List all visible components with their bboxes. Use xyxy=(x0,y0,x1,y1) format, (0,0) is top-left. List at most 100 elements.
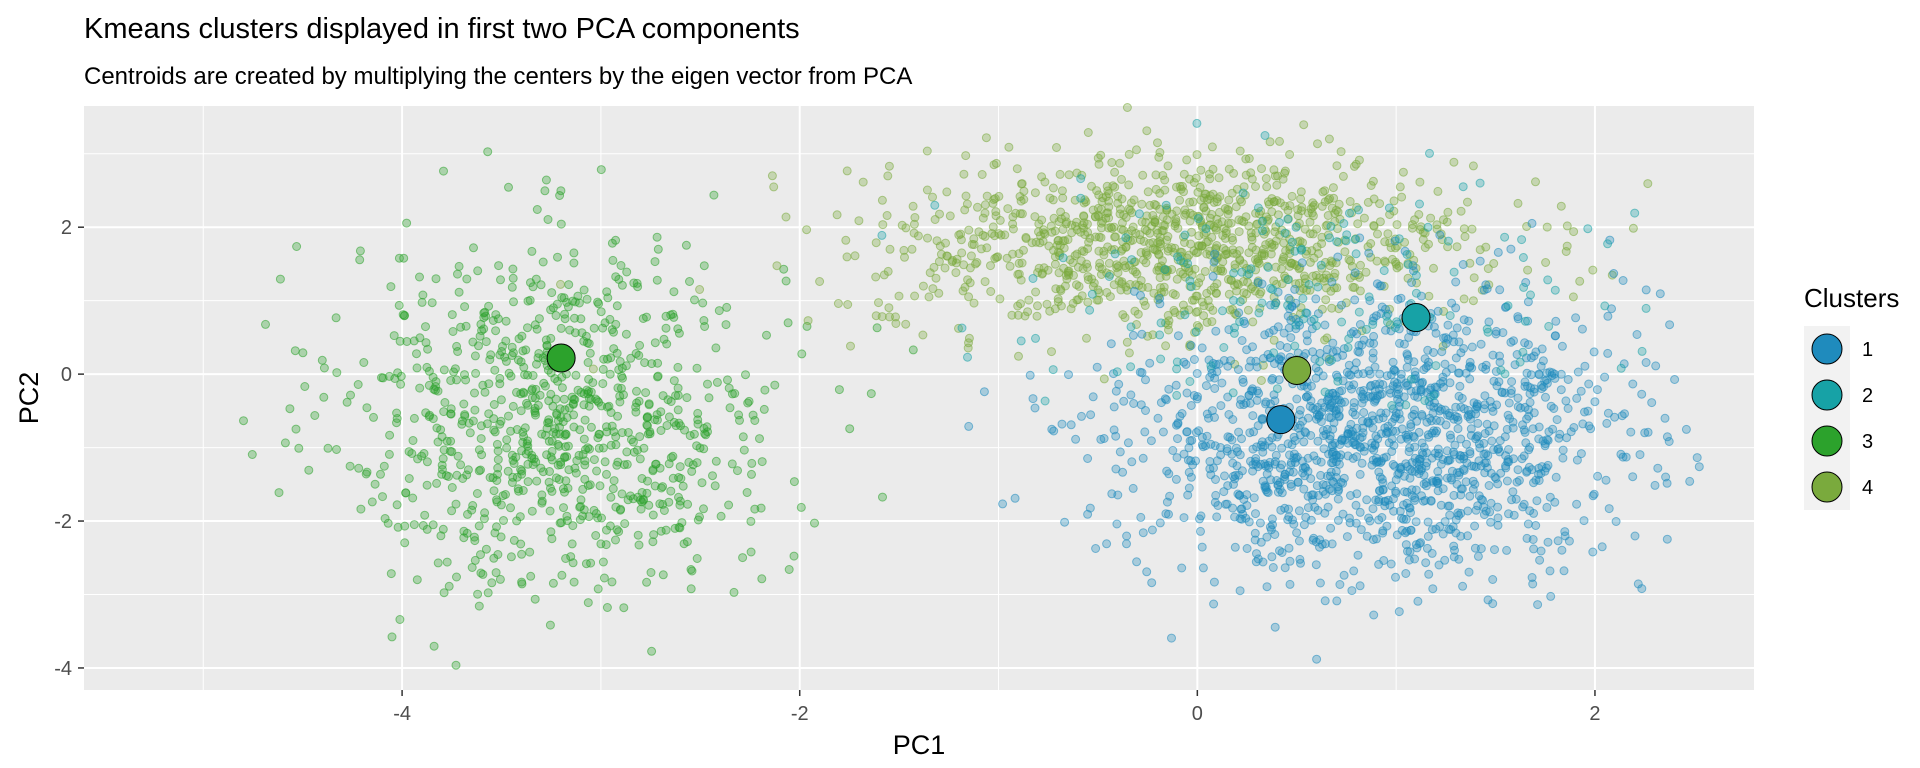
scatter-point xyxy=(689,429,699,439)
scatter-point xyxy=(319,392,329,402)
scatter-point xyxy=(409,413,419,423)
scatter-point xyxy=(1122,103,1132,112)
scatter-point xyxy=(402,218,412,228)
scatter-point xyxy=(379,461,389,471)
scatter-point xyxy=(1670,375,1680,384)
scatter-point xyxy=(584,339,594,349)
scatter-point xyxy=(1255,518,1265,528)
scatter-point xyxy=(1420,243,1430,253)
scatter-point xyxy=(1180,310,1190,320)
scatter-point xyxy=(1216,443,1225,452)
scatter-point xyxy=(652,275,662,285)
scatter-point xyxy=(1380,497,1390,507)
scatter-point xyxy=(598,379,608,389)
scatter-point xyxy=(986,261,995,271)
scatter-point xyxy=(1224,289,1234,299)
scatter-point xyxy=(979,387,989,397)
scatter-point xyxy=(1261,461,1270,471)
scatter-point xyxy=(438,524,448,534)
scatter-point xyxy=(1182,388,1192,398)
scatter-point xyxy=(1313,139,1322,149)
scatter-point xyxy=(1124,180,1134,190)
scatter-point xyxy=(996,230,1006,240)
scatter-point xyxy=(1153,413,1163,423)
scatter-point xyxy=(662,421,672,430)
scatter-point xyxy=(1348,282,1358,292)
scatter-point xyxy=(1048,183,1058,193)
scatter-point xyxy=(947,257,957,267)
scatter-point xyxy=(447,483,457,492)
scatter-point xyxy=(439,365,449,375)
scatter-point xyxy=(1175,411,1185,421)
scatter-point xyxy=(1336,147,1346,157)
scatter-point xyxy=(484,301,494,311)
scatter-point xyxy=(649,530,659,540)
scatter-point xyxy=(1653,463,1663,473)
scatter-point xyxy=(1333,376,1343,386)
scatter-point xyxy=(613,411,623,421)
scatter-point xyxy=(1641,358,1651,367)
scatter-point xyxy=(1164,316,1174,326)
scatter-point xyxy=(1603,311,1613,321)
scatter-point xyxy=(557,372,567,382)
scatter-point xyxy=(907,244,917,254)
scatter-point xyxy=(1526,370,1536,380)
scatter-point xyxy=(1103,186,1113,196)
scatter-point xyxy=(470,351,480,361)
scatter-point xyxy=(1229,268,1239,278)
scatter-point xyxy=(1529,544,1539,554)
scatter-point xyxy=(1099,374,1109,384)
scatter-point xyxy=(1600,301,1610,311)
scatter-point xyxy=(1121,242,1131,252)
scatter-point xyxy=(1451,402,1461,412)
scatter-point xyxy=(1350,268,1360,278)
scatter-point xyxy=(652,232,662,242)
scatter-point xyxy=(1048,195,1058,205)
scatter-point xyxy=(361,469,371,479)
scatter-point xyxy=(1122,337,1132,347)
scatter-point xyxy=(611,535,620,545)
scatter-point xyxy=(1312,654,1322,664)
scatter-point xyxy=(1494,377,1504,387)
scatter-point xyxy=(1385,210,1395,219)
scatter-point xyxy=(1388,426,1398,436)
scatter-point xyxy=(1017,258,1027,268)
scatter-point xyxy=(682,393,692,403)
scatter-point xyxy=(1544,321,1554,331)
scatter-point xyxy=(1643,427,1653,437)
scatter-point xyxy=(539,378,549,388)
scatter-point xyxy=(1513,465,1523,475)
scatter-point xyxy=(1128,330,1138,340)
scatter-point xyxy=(470,536,480,546)
scatter-point xyxy=(941,238,950,248)
scatter-point xyxy=(988,222,998,232)
scatter-point xyxy=(1549,404,1559,413)
scatter-point xyxy=(1332,161,1342,171)
scatter-point xyxy=(1651,361,1661,371)
scatter-point xyxy=(1151,200,1161,210)
scatter-point xyxy=(436,425,446,435)
scatter-point xyxy=(1368,535,1378,545)
scatter-point xyxy=(1519,451,1529,461)
scatter-point xyxy=(1097,223,1106,233)
scatter-point xyxy=(760,385,770,395)
scatter-point xyxy=(1105,292,1115,302)
scatter-point xyxy=(1186,401,1196,410)
scatter-point xyxy=(1062,217,1071,227)
scatter-point xyxy=(982,191,992,201)
scatter-point xyxy=(523,323,532,333)
scatter-point xyxy=(1176,256,1186,266)
scatter-point xyxy=(508,273,518,283)
scatter-point xyxy=(1182,427,1192,437)
scatter-point xyxy=(1328,424,1338,434)
scatter-point xyxy=(502,435,512,445)
scatter-point xyxy=(517,579,527,589)
scatter-point xyxy=(412,363,422,373)
scatter-point xyxy=(1197,343,1207,353)
scatter-point xyxy=(1209,257,1219,267)
scatter-point xyxy=(961,151,971,161)
scatter-point xyxy=(845,424,855,434)
scatter-point xyxy=(658,391,668,401)
scatter-point xyxy=(1205,302,1215,312)
scatter-point xyxy=(386,569,396,579)
